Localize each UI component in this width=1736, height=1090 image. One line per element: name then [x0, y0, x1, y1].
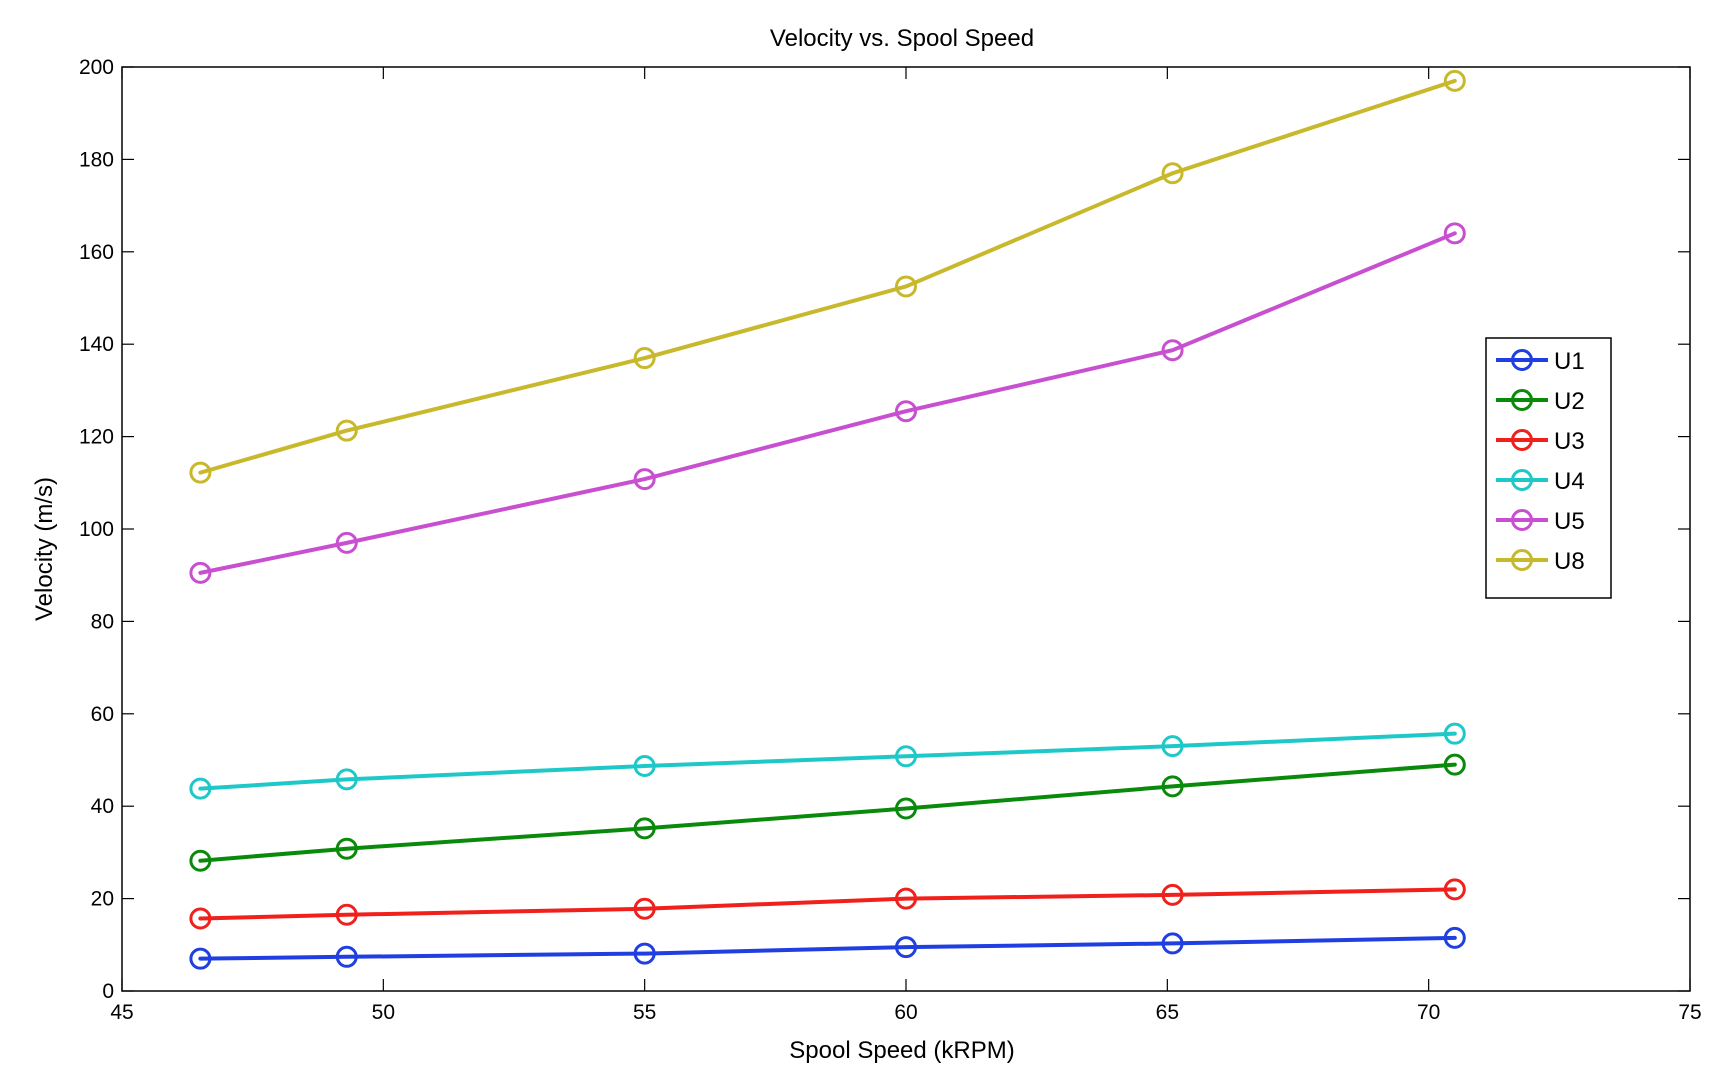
legend-marker-u5	[1511, 509, 1533, 531]
y-tick-label: 120	[79, 426, 114, 449]
data-point-u4	[189, 777, 212, 800]
data-point-u2	[1443, 753, 1466, 776]
data-point-u2	[1161, 775, 1184, 798]
data-point-u3	[189, 907, 212, 930]
y-tick-label: 40	[91, 795, 114, 818]
y-tick-label: 0	[102, 980, 114, 1003]
legend-label-u5: U5	[1554, 508, 1585, 535]
data-point-u1	[335, 945, 358, 968]
x-tick-label: 65	[1156, 1001, 1179, 1024]
data-point-u5	[895, 400, 917, 423]
data-point-u1	[1443, 926, 1466, 949]
y-tick-label: 100	[79, 518, 114, 541]
legend: U1 U2 U3 U4 U5 U8	[1485, 337, 1612, 599]
legend-label-u3: U3	[1554, 428, 1585, 455]
data-point-u8	[189, 461, 212, 484]
legend-marker-u1	[1511, 349, 1533, 371]
x-tick-label: 75	[1678, 1001, 1701, 1024]
series-line-u3	[198, 887, 1457, 921]
data-point-u5	[1161, 339, 1184, 362]
x-tick-label: 50	[372, 1001, 395, 1024]
y-tick-label: 140	[79, 333, 114, 356]
data-point-u5	[335, 531, 358, 554]
axes-box	[121, 66, 1691, 992]
series-line-u4	[198, 731, 1457, 791]
data-point-u4	[1443, 722, 1466, 745]
legend-marker-u4	[1511, 469, 1533, 491]
data-point-u4	[895, 745, 917, 768]
legend-label-u2: U2	[1554, 388, 1585, 415]
x-tick-label: 45	[110, 1001, 133, 1024]
series-line-u5	[198, 231, 1457, 575]
data-point-u1	[189, 947, 212, 970]
legend-marker-u2	[1511, 389, 1533, 411]
data-point-u8	[633, 347, 656, 370]
data-point-u3	[895, 887, 917, 910]
y-tick-label: 60	[91, 703, 114, 726]
data-point-u2	[633, 817, 656, 840]
x-axis-title: Spool Speed (kRPM)	[789, 1037, 1014, 1064]
data-point-u3	[335, 903, 358, 926]
y-tick-label: 180	[79, 148, 114, 171]
data-point-u1	[895, 936, 917, 959]
y-tick-label: 200	[79, 56, 114, 79]
series-line-u8	[198, 78, 1457, 475]
data-point-u4	[1161, 735, 1184, 758]
legend-label-u1: U1	[1554, 348, 1585, 375]
legend-marker-u8	[1511, 549, 1533, 571]
data-point-u8	[1161, 162, 1184, 185]
data-point-u8	[335, 419, 358, 442]
data-point-u4	[335, 768, 358, 791]
data-point-u2	[335, 837, 358, 860]
x-tick-label: 60	[894, 1001, 917, 1024]
data-point-u5	[1443, 222, 1466, 245]
data-point-u3	[1161, 883, 1184, 906]
data-point-u2	[189, 849, 212, 872]
data-point-u3	[633, 897, 656, 920]
data-point-u2	[895, 797, 917, 820]
plot-area: 45 50 55 60 65 70 75 0 20 40 60 80 100 120 140 160 180 20…	[79, 56, 1702, 1024]
legend-label-u4: U4	[1554, 468, 1585, 495]
data-point-u5	[189, 561, 212, 584]
legend-box	[1485, 337, 1612, 599]
y-tick-label: 20	[91, 888, 114, 911]
data-point-u1	[1161, 932, 1184, 955]
x-tick-label: 70	[1417, 1001, 1440, 1024]
data-point-u8	[1443, 69, 1466, 92]
legend-label-u8: U8	[1554, 548, 1585, 575]
legend-marker-u3	[1511, 429, 1533, 451]
y-tick-label: 160	[79, 241, 114, 264]
data-point-u4	[633, 755, 656, 778]
data-point-u1	[633, 942, 656, 965]
data-point-u5	[633, 468, 656, 491]
chart-title: Velocity vs. Spool Speed	[770, 25, 1034, 52]
y-tick-label: 80	[91, 610, 114, 633]
y-axis-title: Velocity (m/s)	[31, 477, 58, 621]
data-point-u3	[1443, 878, 1466, 901]
x-tick-label: 55	[633, 1001, 656, 1024]
data-point-u8	[895, 275, 917, 298]
series-line-u2	[198, 762, 1457, 863]
series-line-u1	[198, 935, 1457, 961]
